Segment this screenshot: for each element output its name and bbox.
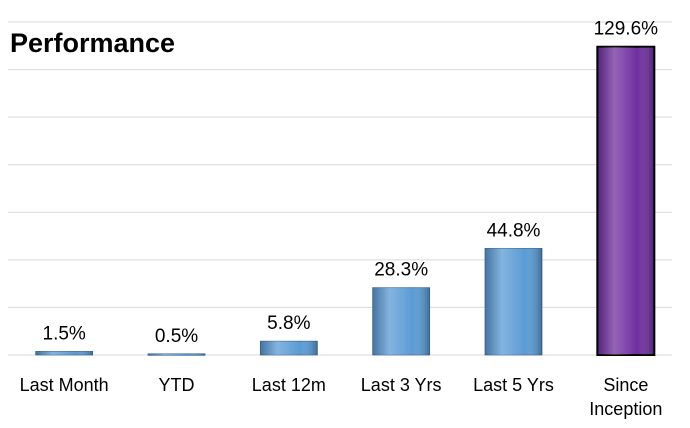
bar	[484, 248, 543, 356]
x-tick-label: YTD	[158, 375, 195, 395]
chart-title: Performance	[10, 28, 175, 58]
x-tick-label: Last 3 Yrs	[360, 375, 442, 395]
x-tick-label: Since Inception	[589, 375, 663, 419]
x-tick-label: Last Month	[19, 375, 109, 395]
value-label: 129.6%	[594, 19, 659, 40]
bar	[372, 287, 431, 356]
bar	[35, 351, 94, 356]
bar	[147, 353, 206, 356]
bar	[596, 45, 656, 356]
x-tick-label: Last 12m	[251, 375, 326, 395]
x-tick-label: Last 5 Yrs	[473, 375, 554, 395]
value-label: 5.8%	[267, 313, 310, 334]
value-label: 0.5%	[155, 326, 198, 347]
bar	[259, 340, 318, 356]
value-label: 44.8%	[487, 220, 541, 241]
value-label: 28.3%	[374, 260, 428, 281]
value-label: 1.5%	[43, 323, 86, 344]
